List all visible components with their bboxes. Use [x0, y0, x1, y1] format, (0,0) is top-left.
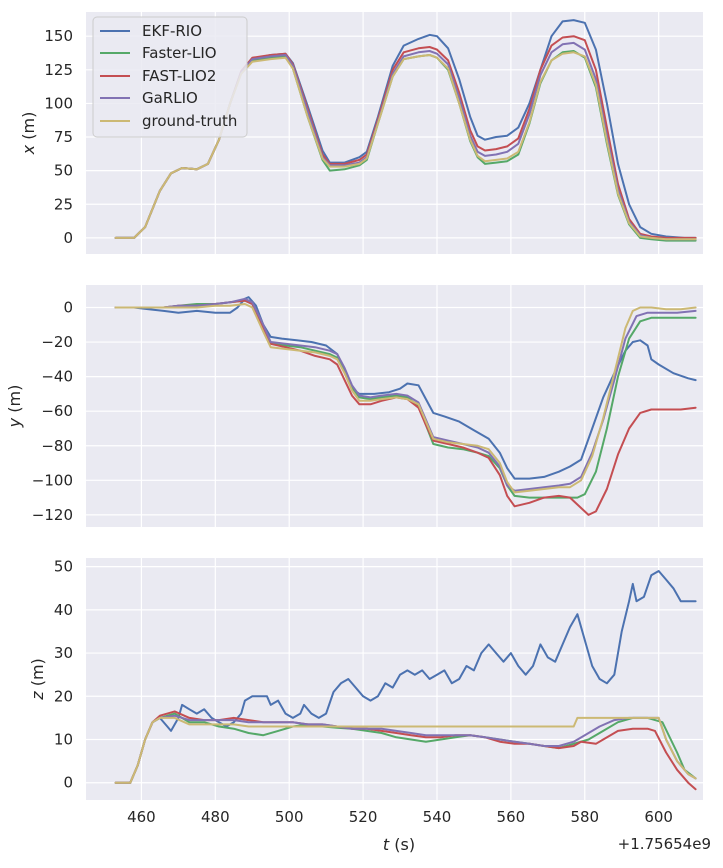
panel-x-ylabel: x (m) — [19, 112, 38, 156]
legend-label-ekf-rio: EKF-RIO — [142, 22, 202, 40]
ytick-label: 50 — [54, 558, 73, 576]
x-axis-label: t (s) — [383, 835, 415, 854]
legend-entry-faster-lio: Faster-LIO — [100, 44, 217, 62]
xtick-label: 540 — [423, 808, 452, 826]
panel-y-ylabel: y (m) — [5, 385, 24, 429]
panel-z-xtick-labels: 460 480 500 520 540 560 580 600 — [127, 808, 673, 826]
ytick-label: 100 — [44, 94, 73, 112]
xtick-label: 600 — [644, 808, 673, 826]
ytick-label: 50 — [54, 162, 73, 180]
legend-label-faster-lio: Faster-LIO — [142, 44, 217, 62]
xtick-label: 520 — [349, 808, 378, 826]
legend: EKF-RIO Faster-LIO FAST-LIO2 GaRLIO grou… — [92, 16, 248, 138]
series-line-fast-lio2-z — [114, 710, 697, 791]
ytick-label: 75 — [54, 128, 73, 146]
ytick-label: 25 — [54, 195, 73, 213]
panel-z-grid — [86, 558, 703, 800]
panel-z-ylabel: z (m) — [28, 658, 47, 701]
series-line-faster-lio-z — [114, 712, 697, 784]
series-line-ground-truth-y — [114, 303, 697, 494]
panel-x: 0 25 50 75 100 125 150 x (m) EKF-RIO Faster-LI… — [19, 12, 703, 254]
panel-y: 0 −20 −40 −60 −80 −100 −120 y (m) — [5, 285, 703, 527]
ytick-label: 40 — [54, 601, 73, 619]
legend-box — [92, 16, 248, 138]
legend-entry-ekf-rio: EKF-RIO — [100, 22, 202, 40]
ytick-label: −20 — [41, 333, 73, 351]
ytick-label: 20 — [54, 687, 73, 705]
series-line-fast-lio2-y — [114, 299, 697, 516]
panel-z-ytick-labels: 0 10 20 30 40 50 — [54, 558, 73, 792]
legend-label-ground-truth: ground-truth — [142, 112, 237, 130]
x-axis-offset-text: +1.75654e9 — [618, 835, 711, 853]
panel-y-background — [86, 285, 703, 527]
ytick-label: 125 — [44, 61, 73, 79]
legend-entry-garlio: GaRLIO — [100, 89, 198, 107]
legend-entry-ground-truth: ground-truth — [100, 112, 237, 130]
ytick-label: −120 — [32, 506, 73, 524]
panel-z: 0 10 20 30 40 50 460 480 500 520 540 560 580 600 z (… — [28, 558, 711, 854]
xtick-label: 580 — [570, 808, 599, 826]
legend-label-fast-lio2: FAST-LIO2 — [142, 67, 216, 85]
series-line-garlio-z — [114, 714, 697, 784]
ytick-label: −40 — [41, 368, 73, 386]
xtick-label: 500 — [275, 808, 304, 826]
ytick-label: 0 — [63, 774, 73, 792]
xtick-label: 560 — [497, 808, 526, 826]
series-line-ground-truth-z — [114, 716, 697, 784]
xtick-label: 480 — [201, 808, 230, 826]
ytick-label: 150 — [44, 27, 73, 45]
legend-label-garlio: GaRLIO — [142, 89, 198, 107]
panel-x-ytick-labels: 0 25 50 75 100 125 150 — [44, 27, 73, 247]
xtick-label: 460 — [127, 808, 156, 826]
ytick-label: −60 — [41, 402, 73, 420]
ytick-label: 0 — [63, 298, 73, 316]
panel-y-ytick-labels: 0 −20 −40 −60 −80 −100 −120 — [32, 298, 73, 523]
ytick-label: 10 — [54, 731, 73, 749]
panel-y-series — [114, 296, 697, 516]
ytick-label: −80 — [41, 437, 73, 455]
ytick-label: 30 — [54, 644, 73, 662]
ytick-label: 0 — [63, 229, 73, 247]
panel-z-series — [114, 570, 697, 791]
legend-entry-fast-lio2: FAST-LIO2 — [100, 67, 216, 85]
ytick-label: −100 — [32, 471, 73, 489]
